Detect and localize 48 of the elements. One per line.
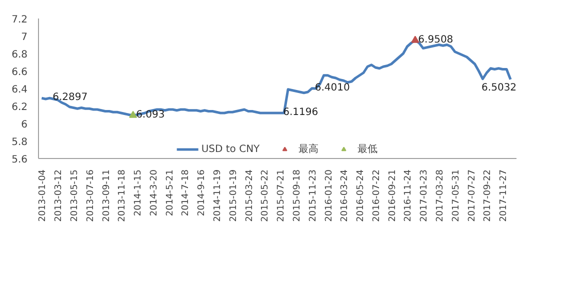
data-label: 6.5032 <box>482 82 517 94</box>
y-tick-label: 6.4 <box>12 84 28 96</box>
x-tick-label: 2014-5-21 <box>165 170 176 216</box>
data-label: 6.4010 <box>314 82 350 94</box>
data-label: 6.1196 <box>283 107 318 118</box>
x-tick-label: 2015-09-18 <box>292 169 302 222</box>
x-tick-label: 2013-11-18 <box>118 169 128 222</box>
x-tick-label: 2017-07-27 <box>467 169 478 222</box>
legend-label: 最高 <box>298 142 319 156</box>
x-tick-label: 2017-09-22 <box>483 169 494 222</box>
data-label: 6.9508 <box>418 34 454 46</box>
data-label: 6.093 <box>136 109 165 120</box>
y-tick-label: 6.6 <box>12 67 28 78</box>
x-tick-label: 2014-9-16 <box>197 169 208 216</box>
x-tick-label: 2015-03-24 <box>244 169 255 222</box>
x-tick-label: 2013-01-04 <box>38 169 48 222</box>
x-tick-label: 2014-1-15 <box>134 170 144 216</box>
x-tick-label: 2014-11-19 <box>213 169 224 222</box>
y-tick-label: 5.8 <box>12 137 28 148</box>
x-tick-label: 2017-01-23 <box>420 169 430 222</box>
x-tick-label: 2013-03-12 <box>54 169 64 222</box>
x-tick-label: 2015-07-21 <box>276 169 287 222</box>
x-tick-label: 2013-07-16 <box>86 169 96 222</box>
x-tick-label: 2017-05-31 <box>451 169 462 222</box>
x-tick-label: 2014-3-20 <box>149 169 160 216</box>
x-tick-label: 2015-05-22 <box>260 169 271 222</box>
y-tick-label: 6 <box>21 120 28 130</box>
y-tick-label: 7.2 <box>12 14 28 26</box>
data-label: 6.2897 <box>52 92 88 104</box>
y-tick-label: 6.8 <box>12 50 28 60</box>
legend-label: 最低 <box>358 143 378 156</box>
x-tick-label: 2016-03-24 <box>340 169 350 222</box>
x-tick-label: 2016-07-22 <box>372 169 382 222</box>
x-tick-label: 2013-09-11 <box>102 169 112 222</box>
x-tick-label: 2013-05-15 <box>70 169 80 222</box>
x-tick-label: 2016-09-21 <box>388 169 398 222</box>
x-tick-label: 2016-01-20 <box>324 169 334 222</box>
x-tick-label: 2016-11-24 <box>404 169 414 222</box>
x-tick-label: 2014-7-18 <box>181 169 192 216</box>
x-tick-label: 2015-01-19 <box>228 169 239 222</box>
x-tick-label: 2017-11-27 <box>499 169 510 222</box>
x-tick-label: 2017-03-28 <box>436 169 446 222</box>
y-tick-label: 6.2 <box>12 102 28 113</box>
x-tick-label: 2015-11-23 <box>308 169 318 222</box>
y-tick-label: 7 <box>21 32 28 43</box>
x-tick-label: 2016-05-24 <box>356 169 366 222</box>
legend-label: USD to CNY <box>201 144 260 154</box>
y-tick-label: 5.6 <box>12 154 28 166</box>
